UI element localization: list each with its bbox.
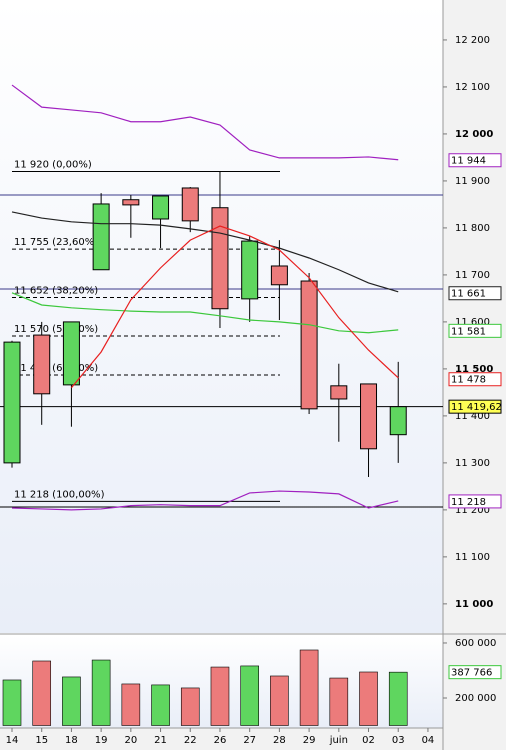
y-tick-label: 11 500 bbox=[455, 364, 493, 375]
x-tick-label: 02 bbox=[362, 735, 375, 746]
fib-label: 11 487 (61,80%) bbox=[14, 363, 98, 374]
indicator-line bbox=[11, 490, 399, 511]
fib-label: 11 652 (38,20%) bbox=[14, 285, 98, 296]
candle-body bbox=[92, 203, 110, 271]
x-tick-label: 18 bbox=[65, 735, 78, 746]
y-tick-label: 12 100 bbox=[455, 82, 490, 93]
volume-bar bbox=[299, 649, 319, 726]
value-tag: 11 581 bbox=[451, 326, 486, 337]
volume-bar bbox=[151, 684, 170, 726]
fib-label: 11 755 (23,60%) bbox=[14, 237, 98, 248]
volume-bar bbox=[2, 679, 22, 726]
x-tick-label: 14 bbox=[6, 735, 19, 746]
x-tick-label: 03 bbox=[392, 735, 405, 746]
candle-body bbox=[270, 265, 288, 286]
volume-bar bbox=[240, 665, 259, 726]
candle-body bbox=[181, 187, 199, 222]
candle-body bbox=[360, 383, 378, 450]
volume-bar bbox=[91, 659, 111, 726]
y-tick-label: 11 900 bbox=[455, 176, 490, 187]
value-tag: 11 944 bbox=[451, 156, 486, 167]
value-tag-box bbox=[448, 153, 502, 168]
x-tick-label: 15 bbox=[35, 735, 48, 746]
value-tag: 387 766 bbox=[451, 668, 492, 679]
candle-body bbox=[300, 280, 318, 410]
candle-body bbox=[3, 341, 21, 464]
value-tag-box bbox=[448, 286, 502, 301]
indicator-line bbox=[70, 225, 399, 389]
candle-body bbox=[152, 195, 170, 220]
candle-body bbox=[62, 321, 80, 386]
y-tick-label: 11 600 bbox=[455, 317, 490, 328]
volume-bar bbox=[121, 683, 141, 726]
value-tag-box bbox=[448, 372, 502, 387]
y-tick-label: 12 000 bbox=[455, 129, 493, 140]
indicator-line bbox=[11, 84, 399, 161]
volume-bar bbox=[329, 677, 349, 726]
fib-label: 11 218 (100,00%) bbox=[14, 489, 105, 500]
value-tag: 11 478 bbox=[451, 375, 486, 386]
volume-bar bbox=[210, 666, 230, 726]
volume-bar bbox=[180, 687, 200, 726]
x-tick-label: 28 bbox=[273, 735, 286, 746]
x-tick-label: 27 bbox=[243, 735, 256, 746]
value-tag-box bbox=[448, 494, 502, 509]
candle-body bbox=[211, 207, 229, 310]
value-tag-box bbox=[448, 665, 502, 680]
candle-body bbox=[241, 240, 259, 300]
x-tick-label: juin bbox=[329, 735, 348, 746]
x-tick-label: 20 bbox=[124, 735, 137, 746]
x-tick-label: 22 bbox=[184, 735, 197, 746]
y-tick-label: 11 000 bbox=[455, 599, 493, 610]
candle-body bbox=[33, 334, 51, 395]
y-tick-label: 12 200 bbox=[455, 35, 490, 46]
candle-body bbox=[330, 385, 348, 400]
fib-label: 11 920 (0,00%) bbox=[14, 160, 92, 171]
volume-bar bbox=[359, 671, 378, 726]
x-tick-label: 26 bbox=[214, 735, 227, 746]
x-tick-label: 19 bbox=[95, 735, 108, 746]
value-tag-box bbox=[448, 399, 502, 414]
volume-bar bbox=[388, 671, 408, 726]
value-tag: 11 661 bbox=[451, 289, 486, 300]
value-tag: 11 419,62 bbox=[451, 402, 502, 413]
x-tick-label: 29 bbox=[303, 735, 316, 746]
value-tag-box bbox=[448, 323, 502, 338]
indicator-line bbox=[11, 292, 399, 334]
x-tick-label: 21 bbox=[154, 735, 167, 746]
y-tick-label: 11 800 bbox=[455, 223, 490, 234]
volume-bar bbox=[270, 675, 289, 726]
y-tick-label: 600 000 bbox=[455, 638, 496, 649]
volume-bar bbox=[62, 676, 81, 726]
x-axis-band bbox=[0, 728, 443, 750]
y-tick-label: 11 300 bbox=[455, 458, 490, 469]
value-tag: 11 218 bbox=[451, 497, 486, 508]
y-tick-label: 200 000 bbox=[455, 693, 496, 704]
indicator-line bbox=[11, 211, 399, 293]
y-tick-label: 11 400 bbox=[455, 411, 490, 422]
y-tick-label: 11 200 bbox=[455, 505, 490, 516]
fib-label: 11 570 (50,00%) bbox=[14, 324, 98, 335]
x-tick-label: 04 bbox=[422, 735, 435, 746]
candle-body bbox=[122, 199, 140, 206]
y-tick-label: 11 100 bbox=[455, 552, 490, 563]
candle-body bbox=[389, 406, 407, 436]
volume-bar bbox=[32, 660, 52, 726]
y-tick-label: 11 700 bbox=[455, 270, 490, 281]
